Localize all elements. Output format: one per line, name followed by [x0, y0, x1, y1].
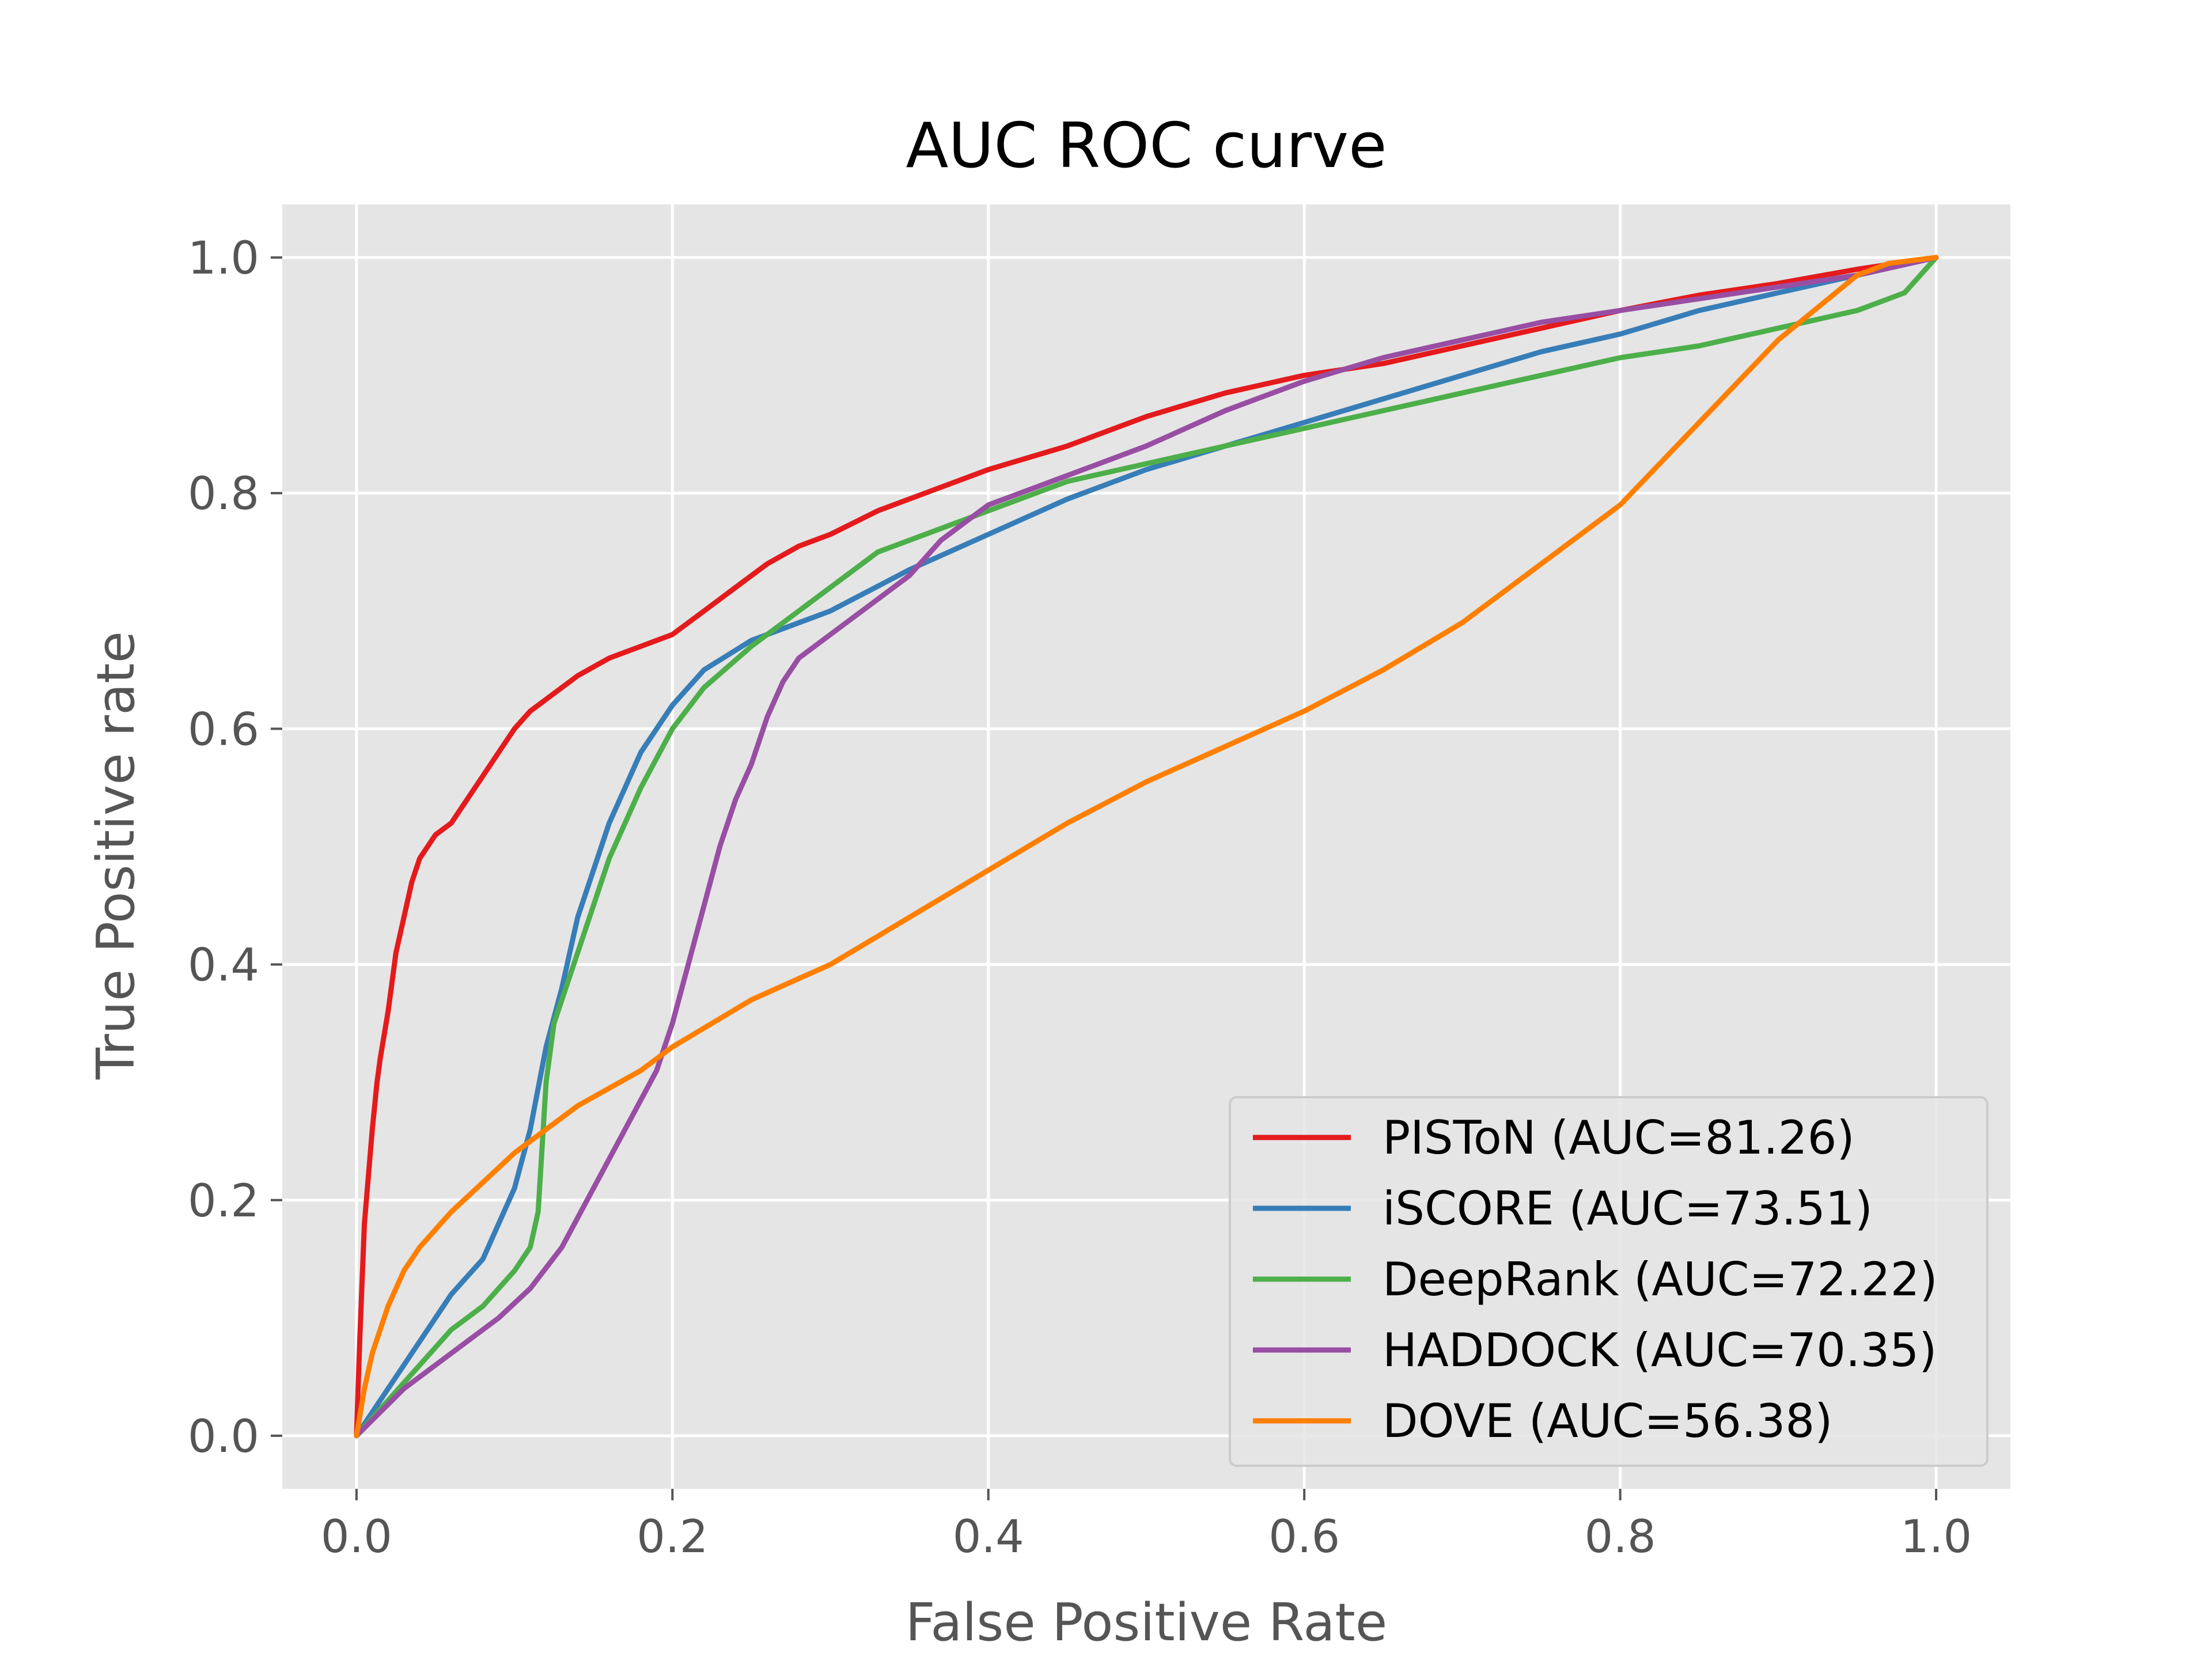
y-axis-label: True Positive rate [86, 631, 146, 1080]
legend-label: DeepRank (AUC=72.22) [1382, 1253, 1938, 1306]
x-tick-label: 0.6 [1268, 1511, 1340, 1563]
series-line-2 [354, 255, 1939, 1439]
x-tick-label: 0.8 [1585, 1511, 1656, 1563]
legend-label: PISToN (AUC=81.26) [1382, 1111, 1855, 1165]
x-axis-label: False Positive Rate [906, 1592, 1387, 1653]
legend-label: HADDOCK (AUC=70.35) [1382, 1324, 1937, 1377]
series-lines [354, 255, 1939, 1439]
y-tick-label: 0.8 [188, 468, 259, 520]
x-axis: 0.0 0.2 0.4 0.6 0.8 1.0 [321, 1489, 1972, 1563]
y-tick-label: 1.0 [188, 233, 259, 285]
x-tick-label: 0.4 [953, 1511, 1024, 1563]
series-line-0 [354, 255, 1939, 1439]
legend-label: DOVE (AUC=56.38) [1382, 1394, 1832, 1448]
y-tick-label: 0.0 [188, 1411, 259, 1463]
x-tick-label: 1.0 [1900, 1511, 1972, 1563]
series-line-1 [354, 255, 1939, 1439]
y-tick-label: 0.6 [188, 704, 259, 756]
legend: PISToN (AUC=81.26) iSCORE (AUC=73.51) Deep… [1229, 1096, 1988, 1467]
x-tick-label: 0.0 [321, 1511, 392, 1563]
y-tick-label: 0.4 [188, 940, 259, 992]
series-line-4 [354, 255, 1939, 1439]
y-tick-label: 0.2 [188, 1175, 259, 1227]
x-tick-label: 0.2 [637, 1511, 708, 1563]
legend-box [1229, 1096, 1988, 1467]
legend-label: iSCORE (AUC=73.51) [1382, 1182, 1873, 1235]
series-line-3 [354, 255, 1939, 1439]
chart-title: AUC ROC curve [906, 110, 1387, 182]
y-axis: 0.0 0.2 0.4 0.6 0.8 1.0 [188, 233, 282, 1463]
